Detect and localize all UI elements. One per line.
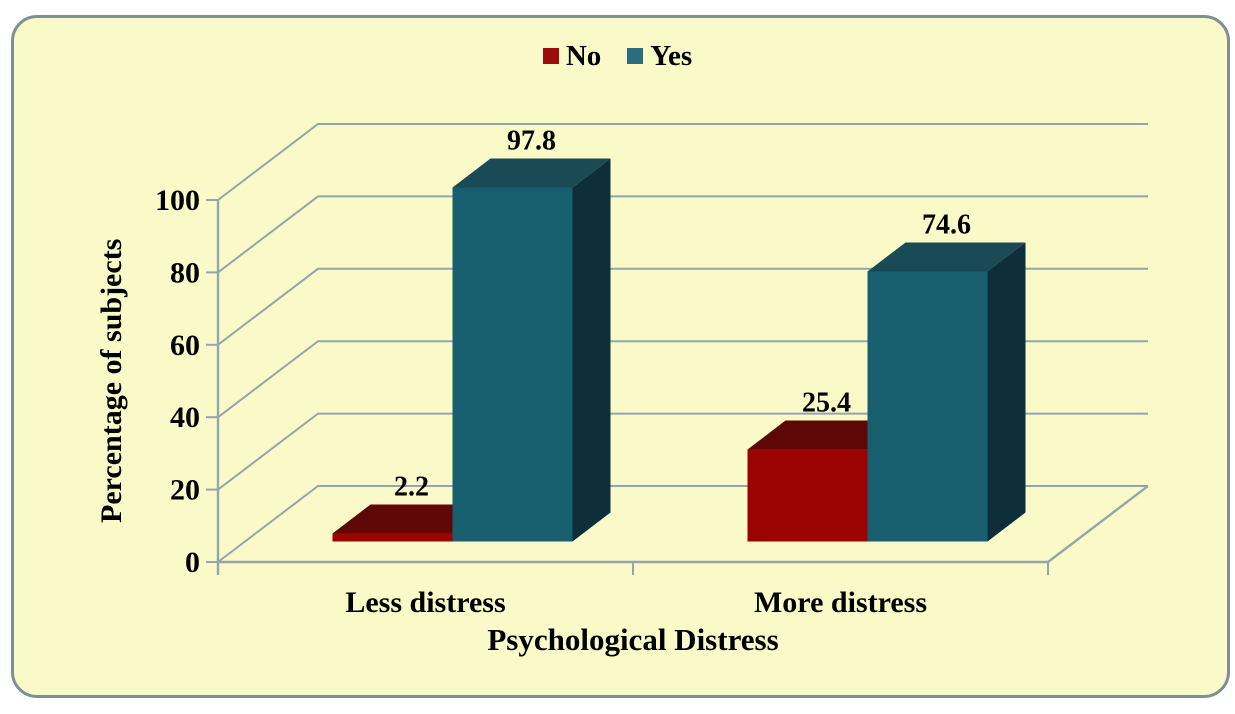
bar-value-label: 2.2	[394, 472, 429, 503]
y-tick-label: 20	[170, 474, 200, 507]
bar-value-label: 74.6	[922, 209, 971, 240]
y-tick-label: 0	[185, 546, 200, 579]
bar-value-label: 97.8	[507, 125, 556, 156]
y-tick-label: 60	[170, 329, 200, 362]
legend-swatch-yes-icon	[627, 48, 644, 64]
bar-top-yes-more-distress	[867, 242, 1026, 272]
legend: No Yes	[0, 40, 1235, 72]
category-label-more-distress: More distress	[754, 586, 927, 619]
y-tick-label: 80	[170, 256, 200, 289]
bar-front-no-more-distress	[747, 449, 868, 542]
legend-label-no: No	[565, 39, 602, 72]
y-tick-label: 40	[170, 401, 200, 434]
bar-top-no-more-distress	[747, 420, 906, 450]
legend-item-yes: Yes	[627, 39, 693, 72]
bar-value-label: 25.4	[802, 388, 851, 419]
bar-side-yes-less-distress	[572, 158, 611, 542]
chart-panel	[11, 15, 1230, 698]
x-axis-title: Psychological Distress	[487, 622, 779, 657]
bar-top-yes-less-distress	[452, 158, 611, 188]
legend-swatch-no-icon	[542, 48, 559, 64]
gridline	[217, 123, 1148, 201]
gridline	[217, 195, 1148, 274]
bar-front-yes-less-distress	[452, 187, 573, 542]
legend-label-yes: Yes	[650, 39, 693, 72]
y-tick-label: 100	[155, 184, 200, 217]
bar-front-yes-more-distress	[867, 271, 988, 542]
category-label-less-distress: Less distress	[345, 586, 505, 619]
bar-side-yes-more-distress	[987, 242, 1026, 542]
y-axis-title: Percentage of subjects	[95, 238, 128, 524]
bar-front-no-less-distress	[332, 533, 453, 542]
legend-item-no: No	[542, 39, 602, 72]
bar-top-no-less-distress	[332, 504, 491, 534]
